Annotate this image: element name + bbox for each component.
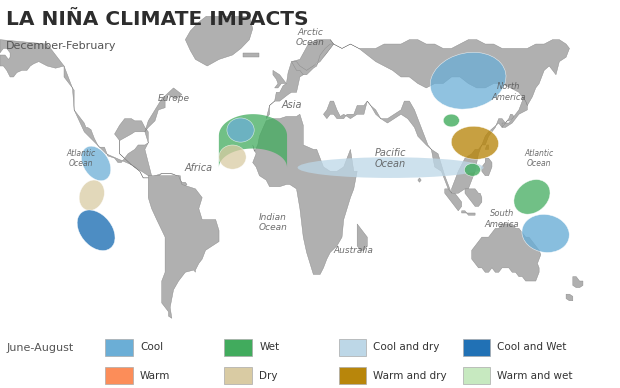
Text: Atlantic
Ocean: Atlantic Ocean bbox=[525, 149, 554, 168]
Text: Indian
Ocean: Indian Ocean bbox=[259, 213, 287, 232]
Text: Cool and dry: Cool and dry bbox=[373, 343, 440, 352]
Text: Pacific
Ocean: Pacific Ocean bbox=[375, 148, 406, 170]
Polygon shape bbox=[253, 114, 357, 274]
Polygon shape bbox=[266, 40, 334, 119]
Polygon shape bbox=[324, 40, 569, 193]
Polygon shape bbox=[418, 178, 421, 182]
FancyBboxPatch shape bbox=[224, 339, 252, 356]
FancyBboxPatch shape bbox=[224, 367, 252, 384]
Ellipse shape bbox=[430, 52, 506, 109]
Polygon shape bbox=[465, 189, 482, 206]
Text: Arctic
Ocean: Arctic Ocean bbox=[296, 28, 324, 47]
Polygon shape bbox=[357, 224, 367, 250]
Ellipse shape bbox=[451, 126, 498, 159]
Text: Atlantic
Ocean: Atlantic Ocean bbox=[66, 149, 95, 168]
FancyBboxPatch shape bbox=[105, 339, 133, 356]
Text: Dry: Dry bbox=[259, 371, 278, 381]
Polygon shape bbox=[291, 44, 334, 75]
Text: December-February: December-February bbox=[6, 41, 117, 51]
Polygon shape bbox=[445, 189, 462, 211]
Text: Cool: Cool bbox=[140, 343, 163, 352]
Polygon shape bbox=[219, 114, 287, 168]
Ellipse shape bbox=[298, 157, 484, 178]
Polygon shape bbox=[472, 224, 541, 281]
Polygon shape bbox=[0, 40, 187, 189]
Ellipse shape bbox=[77, 210, 115, 251]
Text: Warm: Warm bbox=[140, 371, 170, 381]
Ellipse shape bbox=[514, 180, 550, 214]
Ellipse shape bbox=[227, 118, 254, 142]
Text: Cool and Wet: Cool and Wet bbox=[497, 343, 567, 352]
FancyBboxPatch shape bbox=[463, 339, 490, 356]
Ellipse shape bbox=[443, 114, 459, 127]
Polygon shape bbox=[502, 114, 514, 127]
Polygon shape bbox=[573, 277, 583, 288]
Text: June-August: June-August bbox=[6, 343, 73, 353]
Ellipse shape bbox=[79, 180, 104, 211]
Ellipse shape bbox=[522, 215, 569, 253]
Ellipse shape bbox=[219, 145, 246, 169]
Polygon shape bbox=[485, 145, 489, 149]
FancyBboxPatch shape bbox=[339, 339, 366, 356]
Ellipse shape bbox=[464, 163, 480, 176]
Polygon shape bbox=[482, 158, 492, 176]
Text: Warm and dry: Warm and dry bbox=[373, 371, 447, 381]
Polygon shape bbox=[242, 53, 259, 57]
FancyBboxPatch shape bbox=[463, 367, 490, 384]
Text: LA NIÑA CLIMATE IMPACTS: LA NIÑA CLIMATE IMPACTS bbox=[6, 10, 309, 29]
Polygon shape bbox=[566, 294, 573, 301]
Text: Wet: Wet bbox=[259, 343, 279, 352]
FancyBboxPatch shape bbox=[105, 367, 133, 384]
Text: Europe: Europe bbox=[157, 94, 190, 103]
Text: Africa: Africa bbox=[184, 163, 213, 173]
Text: Asia: Asia bbox=[281, 100, 302, 109]
Text: Warm and wet: Warm and wet bbox=[497, 371, 573, 381]
Text: Australia: Australia bbox=[334, 246, 373, 255]
Polygon shape bbox=[148, 176, 219, 318]
Polygon shape bbox=[273, 70, 286, 88]
FancyBboxPatch shape bbox=[339, 367, 366, 384]
Polygon shape bbox=[462, 211, 475, 215]
Polygon shape bbox=[185, 16, 253, 66]
Ellipse shape bbox=[81, 146, 111, 181]
Text: North
America: North America bbox=[491, 82, 526, 102]
Text: South
America: South America bbox=[485, 210, 520, 229]
